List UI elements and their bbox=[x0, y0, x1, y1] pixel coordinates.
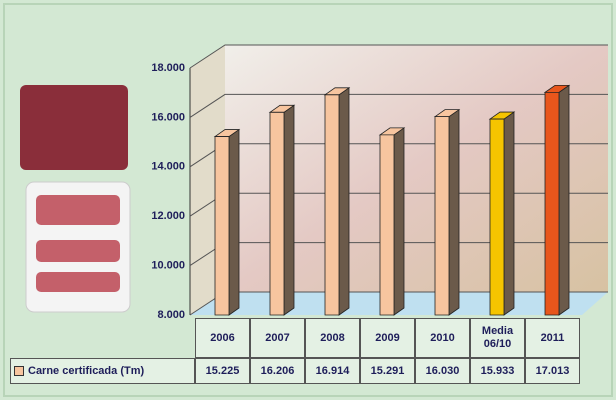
cell-text: 15.225 bbox=[205, 364, 240, 377]
value-cell: 15.225 bbox=[195, 358, 250, 384]
cell-text: Carne certificada (Tm) bbox=[28, 364, 145, 377]
tray-meat bbox=[36, 272, 120, 292]
frame bbox=[3, 3, 613, 397]
bar-face bbox=[393, 127, 405, 316]
value-cell: 16.030 bbox=[415, 358, 470, 384]
bar-face bbox=[558, 84, 570, 316]
legend-swatch bbox=[14, 366, 24, 376]
category-cell: 2009 bbox=[360, 318, 415, 358]
value-cell: 15.933 bbox=[470, 358, 525, 384]
cell-text: 2011 bbox=[540, 331, 565, 344]
bar bbox=[433, 108, 461, 316]
bar-face bbox=[448, 108, 460, 316]
y-tick-label: 18.000 bbox=[151, 62, 185, 74]
bar-face bbox=[503, 111, 515, 316]
category-cell: 2010 bbox=[415, 318, 470, 358]
bar bbox=[213, 128, 241, 316]
category-cell: 2008 bbox=[305, 318, 360, 358]
y-tick-label: 10.000 bbox=[151, 260, 185, 272]
tray-meat bbox=[36, 240, 120, 262]
cell-text: 2007 bbox=[265, 331, 290, 344]
cell-text: 2009 bbox=[375, 331, 400, 344]
grid-line bbox=[189, 93, 608, 118]
bar-face bbox=[434, 116, 450, 316]
category-cell: 2006 bbox=[195, 318, 250, 358]
bar-face bbox=[544, 91, 560, 316]
cell-text: 17.013 bbox=[535, 364, 570, 377]
cell-text: 2006 bbox=[210, 331, 235, 344]
grid-line bbox=[189, 44, 608, 69]
category-cell: 2011 bbox=[525, 318, 580, 358]
category-cell: Media 06/10 bbox=[470, 318, 525, 358]
bar-face bbox=[228, 128, 240, 316]
cell-text: 2010 bbox=[430, 331, 455, 344]
category-cell: 2007 bbox=[250, 318, 305, 358]
y-tick-label: 14.000 bbox=[151, 161, 185, 173]
bar-face bbox=[379, 134, 395, 316]
value-cell: 15.291 bbox=[360, 358, 415, 384]
cell-text: 2008 bbox=[320, 331, 345, 344]
value-cell: 16.206 bbox=[250, 358, 305, 384]
bar-face bbox=[324, 94, 340, 316]
tray-meat bbox=[36, 195, 120, 225]
bar bbox=[543, 84, 571, 316]
y-tick-label: 16.000 bbox=[151, 111, 185, 123]
bar bbox=[378, 127, 406, 316]
bar-face bbox=[214, 136, 230, 316]
cell-text: Media 06/10 bbox=[481, 325, 514, 350]
cell-text: 16.030 bbox=[425, 364, 460, 377]
bar bbox=[488, 111, 516, 316]
bar-face bbox=[283, 104, 295, 316]
bar bbox=[268, 104, 296, 316]
bar-face bbox=[489, 118, 505, 316]
y-tick-label: 8.000 bbox=[157, 309, 185, 321]
legend-cell: Carne certificada (Tm) bbox=[10, 358, 195, 384]
value-cell: 16.914 bbox=[305, 358, 360, 384]
cell-text: 15.291 bbox=[370, 364, 405, 377]
cell-text: 16.914 bbox=[315, 364, 350, 377]
value-cell: 17.013 bbox=[525, 358, 580, 384]
bar-face bbox=[269, 111, 285, 316]
cell-text: 16.206 bbox=[260, 364, 295, 377]
y-tick-label: 12.000 bbox=[151, 210, 185, 222]
meat-photo bbox=[20, 85, 128, 170]
cell-text: 15.933 bbox=[480, 364, 515, 377]
bar-face bbox=[338, 87, 350, 316]
bar bbox=[323, 87, 351, 316]
